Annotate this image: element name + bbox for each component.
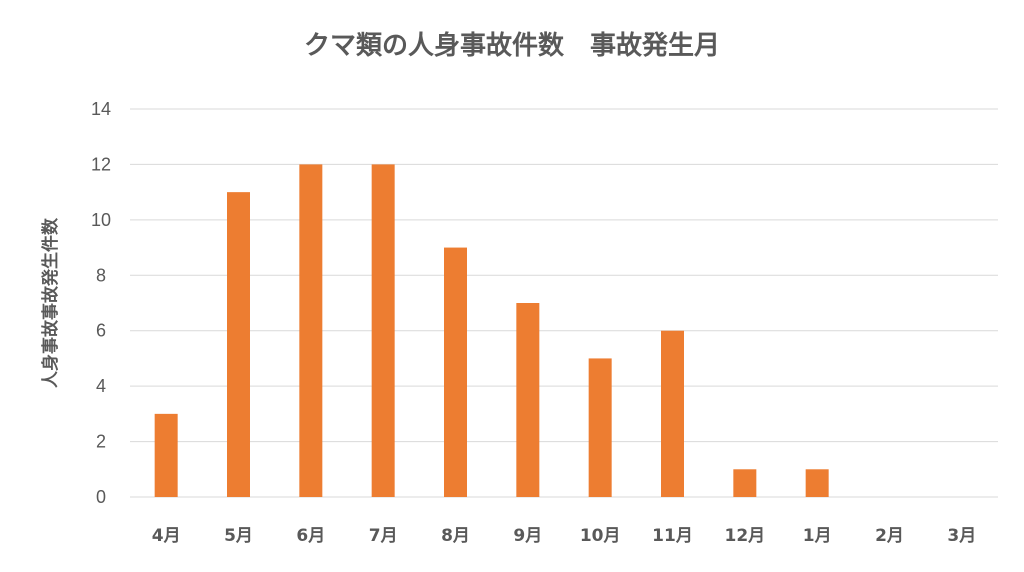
x-tick-label: 6月 — [296, 526, 325, 546]
y-tick-label: 0 — [96, 487, 106, 507]
bar — [733, 469, 757, 497]
x-tick-label: 11月 — [652, 526, 693, 546]
y-tick-label: 4 — [96, 376, 106, 396]
y-tick-label: 8 — [96, 265, 106, 285]
bar — [516, 303, 540, 497]
y-tick-label: 12 — [91, 154, 111, 174]
bar — [299, 164, 323, 497]
bars — [154, 164, 829, 497]
x-tick-label: 10月 — [580, 526, 621, 546]
bar — [371, 164, 395, 497]
x-axis-ticks: 4月 5月 6月 7月 8月 9月 10月 11月 12月 1月 2月 3月 — [152, 526, 977, 546]
chart-title: クマ類の人身事故件数 事故発生月 — [304, 30, 720, 61]
gridlines — [130, 108, 998, 498]
y-tick-label: 2 — [96, 432, 106, 452]
y-tick-label: 14 — [91, 99, 111, 119]
bar — [444, 247, 467, 497]
bar — [227, 192, 250, 497]
y-axis-ticks: 0 2 4 6 8 10 12 14 — [91, 99, 111, 507]
x-tick-label: 5月 — [224, 526, 253, 546]
x-tick-label: 1月 — [803, 526, 832, 546]
bar — [805, 469, 829, 497]
y-tick-label: 6 — [96, 321, 106, 341]
x-tick-label: 8月 — [441, 526, 470, 546]
bar — [154, 413, 178, 497]
x-tick-label: 3月 — [947, 526, 976, 546]
x-tick-label: 9月 — [513, 526, 542, 546]
bar — [661, 330, 684, 497]
x-tick-label: 2月 — [875, 526, 904, 546]
x-tick-label: 4月 — [152, 526, 181, 546]
y-tick-label: 10 — [91, 210, 111, 230]
x-tick-label: 7月 — [369, 526, 398, 546]
y-axis-label: 人身事故事故発生件数 — [40, 217, 61, 388]
x-tick-label: 12月 — [724, 526, 765, 546]
bar — [588, 358, 612, 497]
